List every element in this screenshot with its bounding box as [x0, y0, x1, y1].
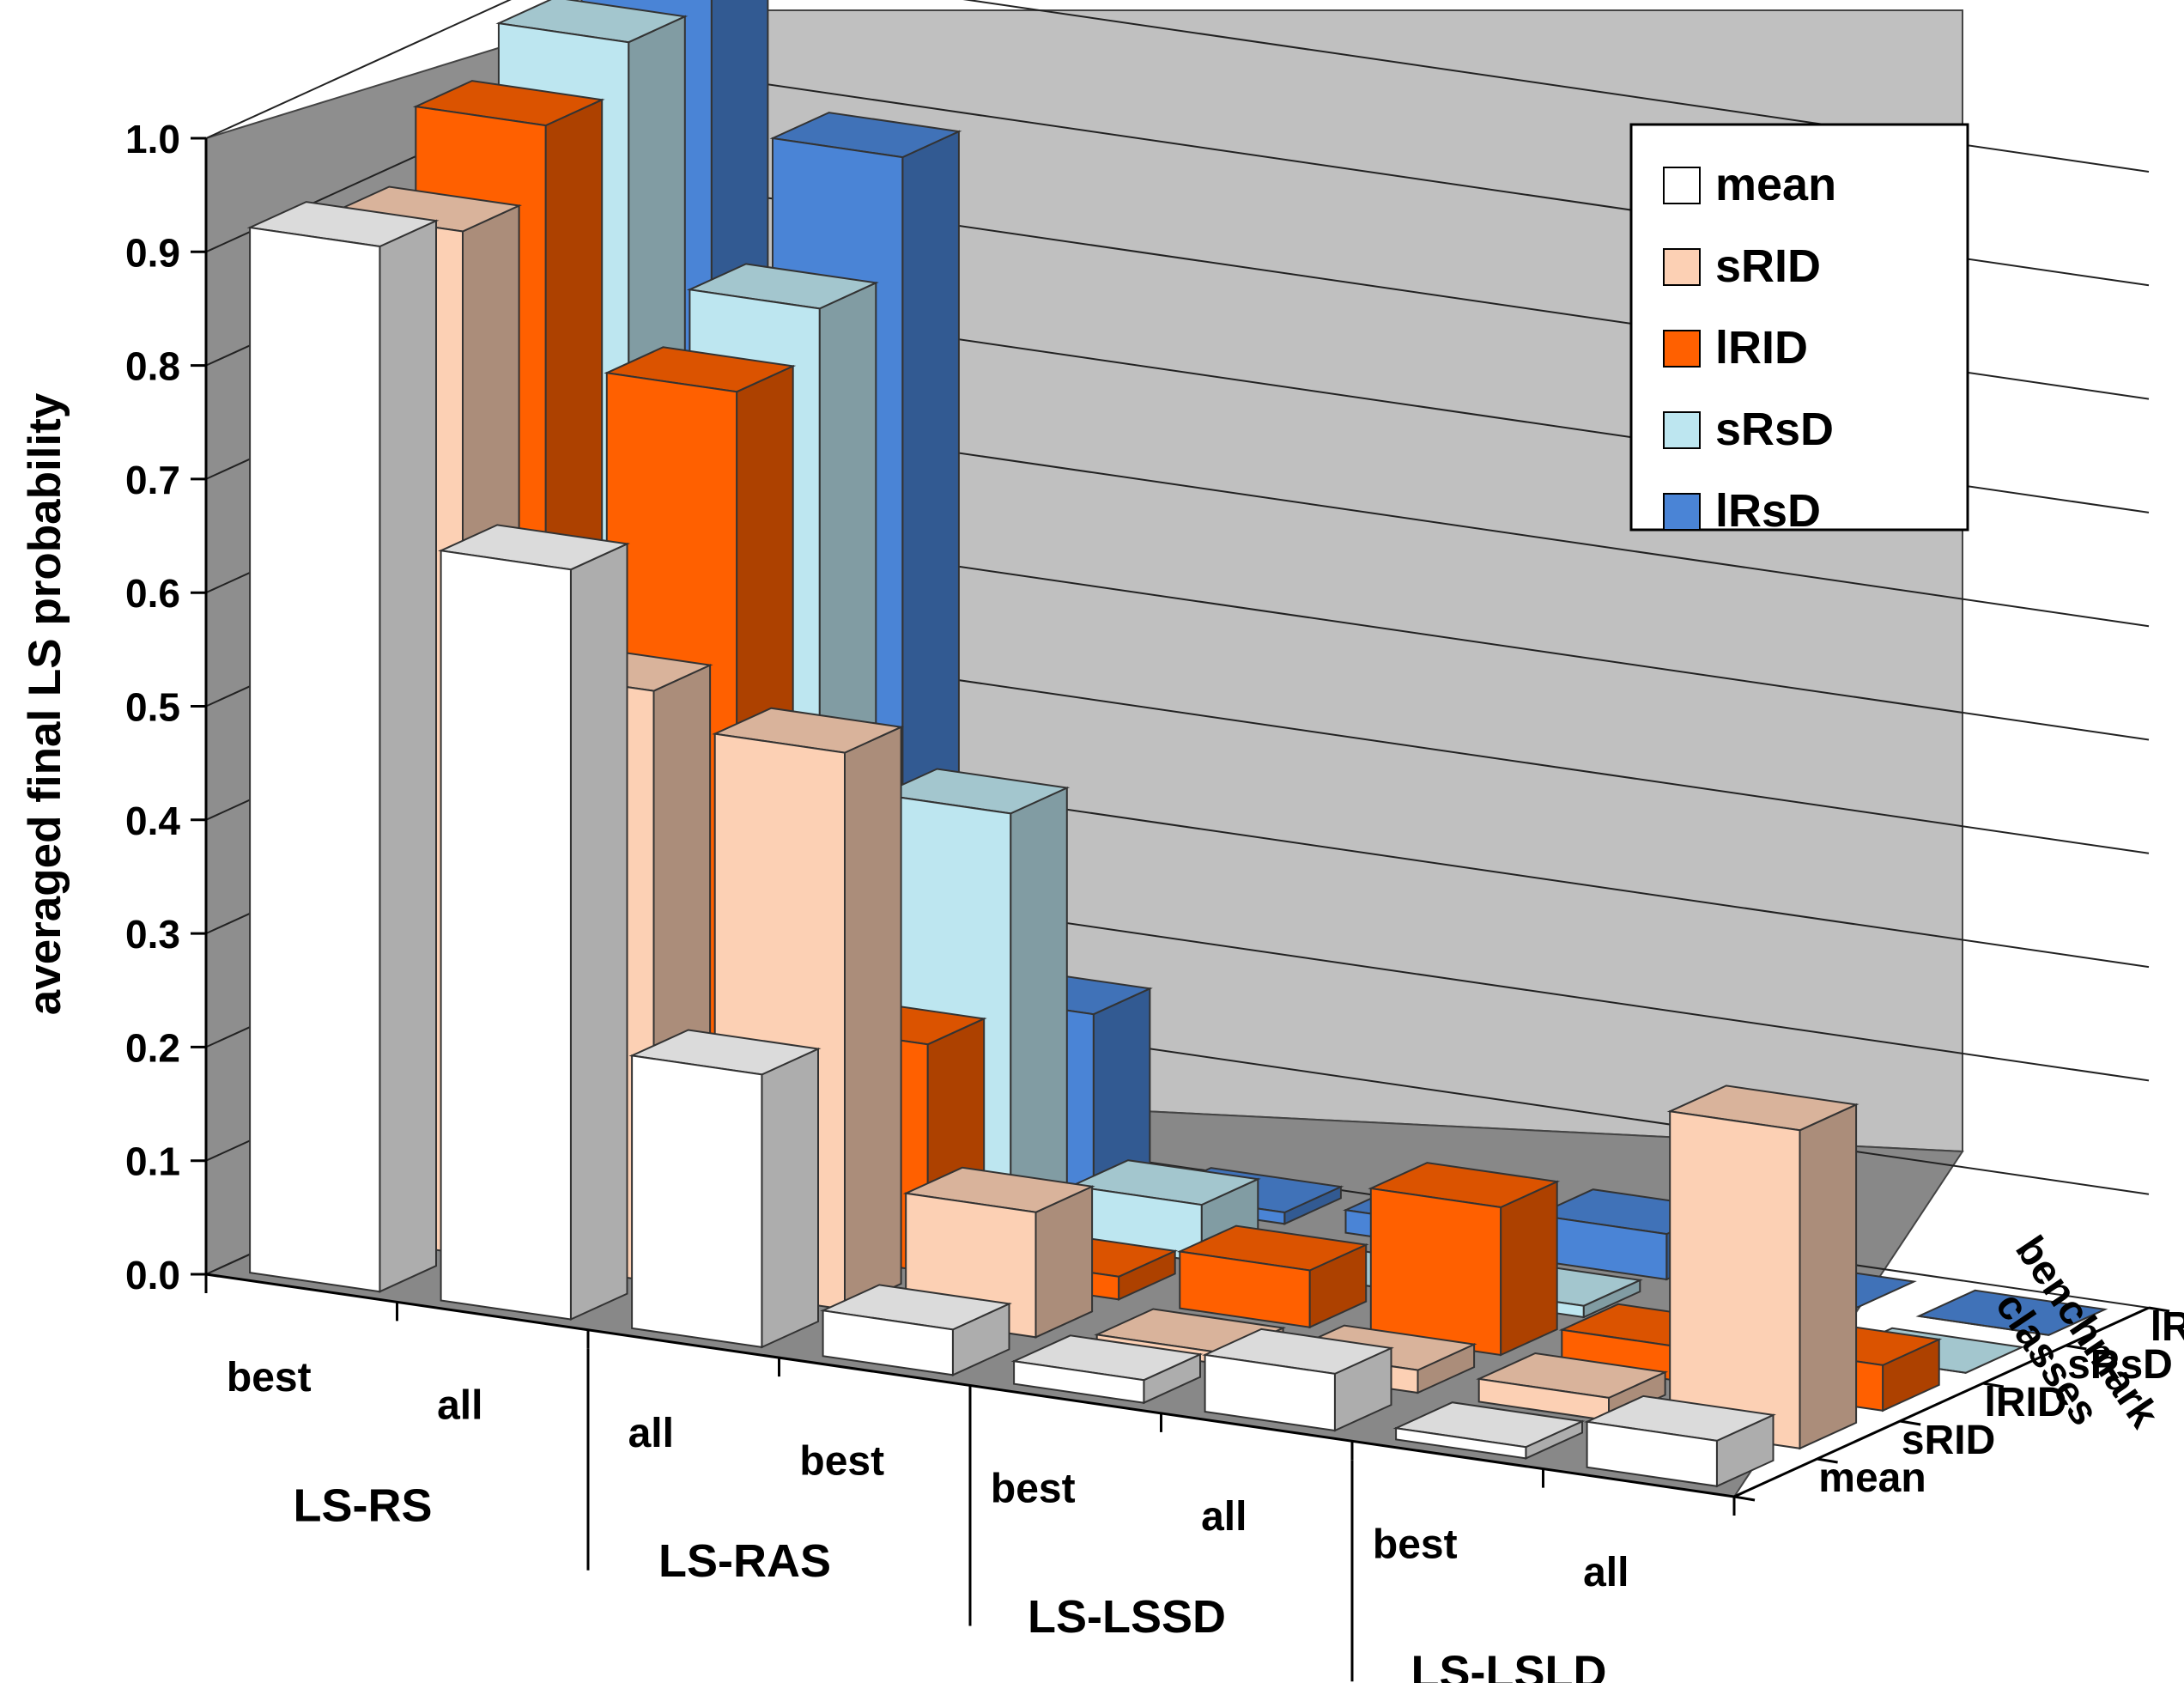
- bar-front: [440, 550, 572, 1321]
- bar-front: [822, 1309, 954, 1376]
- x-tick-label: all: [628, 1411, 674, 1456]
- bar-side: [1500, 1180, 1558, 1357]
- legend-swatch-sRID: [1663, 248, 1701, 286]
- bar-mean-6: [1392, 1401, 1586, 1460]
- depth-axis-line: [1733, 1306, 2150, 1498]
- bar-side: [1799, 1103, 1858, 1450]
- x-tick-label: best: [227, 1355, 312, 1400]
- bar-front: [1013, 1360, 1145, 1404]
- bar-lRID-5: [1368, 1162, 1561, 1357]
- bar-front: [1918, 1315, 2049, 1336]
- depth-tick-label: sRID: [1902, 1418, 1995, 1463]
- bar-front: [1586, 1420, 1718, 1487]
- y-tick-label: 0.7: [125, 458, 180, 502]
- bar-front: [1369, 1187, 1502, 1357]
- depth-tick-mark: [2066, 1344, 2087, 1351]
- group-label: LS-RS: [294, 1479, 433, 1531]
- y-tick-label: 0.2: [125, 1025, 180, 1070]
- y-tick-label: 1.0: [125, 117, 180, 161]
- bar-front: [1669, 1110, 1801, 1449]
- y-tick-label: 0.0: [125, 1253, 180, 1297]
- group-label: LS-RAS: [658, 1535, 831, 1587]
- depth-tick-label: lRsD: [2151, 1304, 2184, 1350]
- y-tick-label: 0.5: [125, 685, 180, 730]
- depth-tick-mark: [2148, 1306, 2170, 1313]
- bar-front: [1179, 1250, 1311, 1328]
- x-tick-label: all: [1201, 1494, 1247, 1540]
- legend-label: sRID: [1715, 240, 1821, 292]
- depth-tick-mark: [1899, 1419, 1921, 1426]
- legend-swatch-sRsD: [1663, 411, 1701, 449]
- gridline-left: [205, 0, 512, 139]
- depth-tick-label: mean: [1818, 1455, 1926, 1501]
- bar-mean-2: [628, 1029, 822, 1349]
- depth-tick-label: sRsD: [2067, 1342, 2173, 1388]
- bar-side: [1010, 786, 1068, 1236]
- bar-lRID-4: [1176, 1224, 1369, 1329]
- y-axis: 0.0 0.1 0.2 0.3 0.4 0.5 0.6 0.7 0.8 0.9 1.0: [125, 117, 208, 1297]
- bar-front: [1477, 1377, 1610, 1422]
- bar-front: [631, 1054, 763, 1349]
- group-label: LS-LSSD: [1028, 1591, 1226, 1643]
- y-tick-label: 0.6: [125, 571, 180, 616]
- x-tick-label: all: [437, 1383, 482, 1429]
- x-tick-label: best: [1373, 1522, 1458, 1567]
- legend-label: sRsD: [1715, 404, 1834, 455]
- group-label: LS-LSLD: [1411, 1647, 1607, 1683]
- x-tick-label: best: [991, 1467, 1076, 1512]
- bar-side: [761, 1047, 819, 1349]
- depth-tick-mark: [1982, 1382, 2005, 1388]
- legend-swatch-mean: [1663, 167, 1701, 204]
- bar-side: [569, 542, 628, 1321]
- legend-label: lRsD: [1715, 485, 1821, 537]
- bar-mean-0: [246, 201, 440, 1293]
- bar-lRsD-7: [1915, 1289, 2108, 1336]
- bar-mean-3: [820, 1284, 1013, 1376]
- y-axis-label: averaged final LS probability: [20, 392, 70, 1015]
- bar-sRID-7: [1666, 1085, 1859, 1450]
- x-tick-label: best: [799, 1438, 884, 1484]
- bar-mean-7: [1584, 1394, 1777, 1488]
- legend: mean sRID lRID sRsD lRsD: [1629, 123, 1969, 537]
- y-tick-label: 0.1: [125, 1139, 180, 1184]
- depth-tick-mark: [1733, 1495, 1756, 1502]
- legend-label: mean: [1715, 159, 1836, 210]
- bar-mean-5: [1202, 1328, 1395, 1432]
- bars: [246, 0, 2108, 1488]
- y-tick-label: 0.3: [125, 912, 180, 957]
- legend-swatch-lRID: [1663, 330, 1701, 368]
- bar-mean-1: [438, 524, 631, 1321]
- bar-side: [844, 726, 902, 1311]
- x-axis: best all all best best all best all LS-RS LS-RAS L…: [204, 1273, 1736, 1683]
- depth-tick-mark: [1817, 1457, 1838, 1464]
- bar-side: [379, 219, 437, 1293]
- bar-mean-4: [1010, 1334, 1204, 1405]
- legend-label: lRID: [1715, 322, 1808, 374]
- bar-front: [249, 226, 381, 1293]
- bar-front: [1395, 1427, 1527, 1460]
- x-tick-label: all: [1583, 1550, 1629, 1595]
- y-tick-label: 0.4: [125, 799, 180, 843]
- y-tick-label: 0.8: [125, 344, 180, 389]
- legend-swatch-lRsD: [1663, 493, 1701, 531]
- y-tick-label: 0.9: [125, 230, 180, 275]
- depth-tick-label: lRID: [1985, 1380, 2067, 1425]
- bar-front: [1204, 1353, 1336, 1432]
